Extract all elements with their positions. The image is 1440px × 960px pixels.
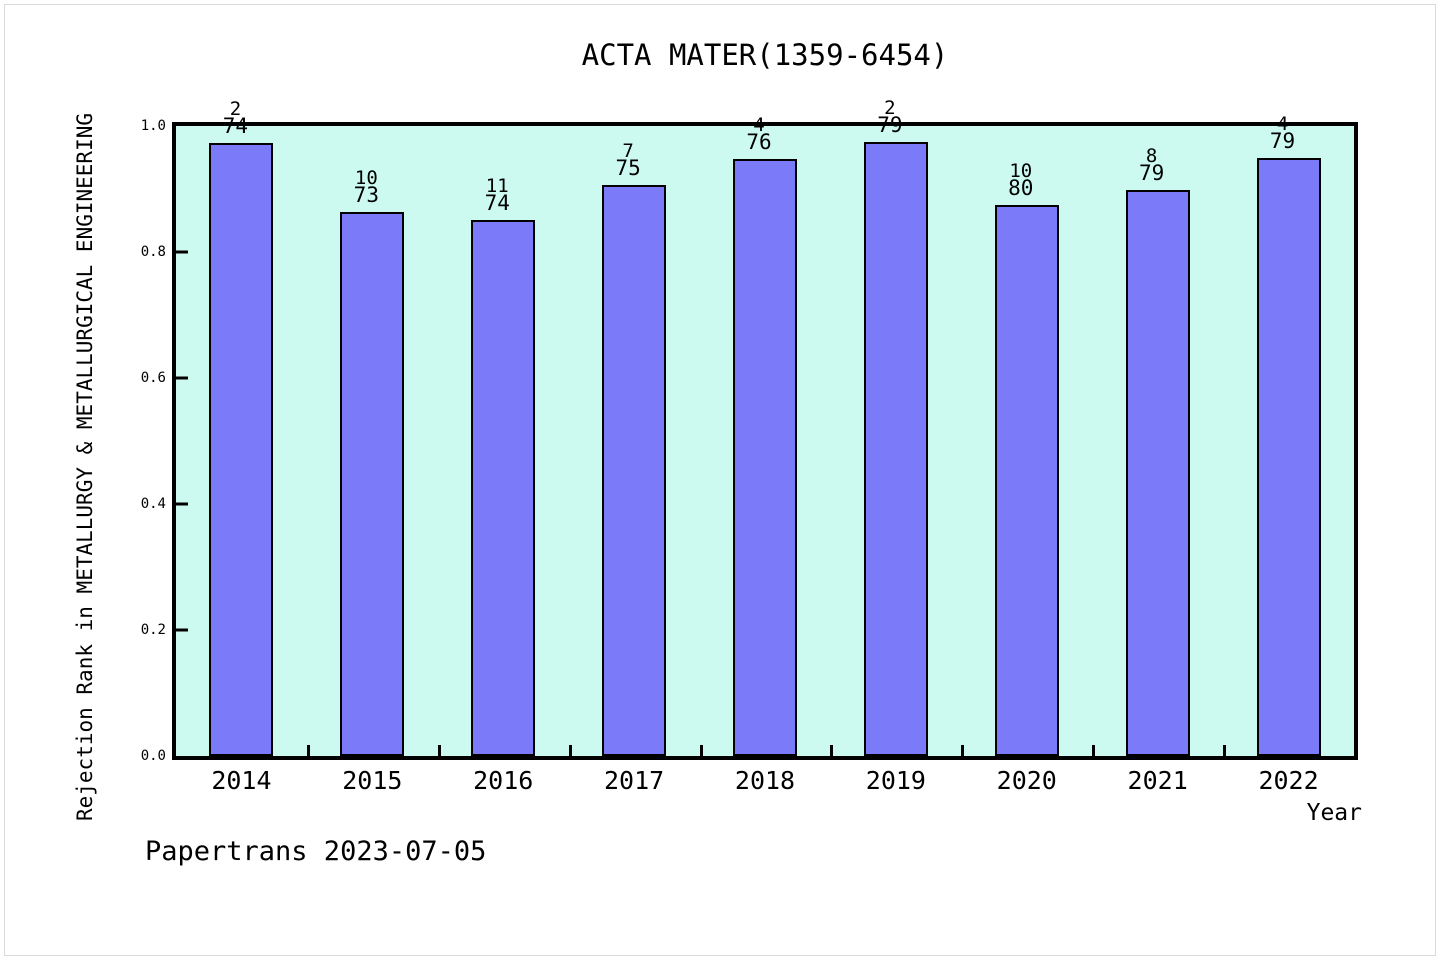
y-axis-tick-mark [176,628,188,632]
bar-value-label: 2 74 [200,98,270,138]
bar[interactable] [340,212,405,756]
bar-value-numerator: 4 [1276,113,1289,136]
plot-area [172,122,1358,760]
x-axis-tick-mark [699,745,703,756]
x-axis-tick-label: 2018 [734,766,796,795]
bar-value-label: 2 79 [855,96,925,137]
x-axis-title: Year [1306,800,1362,826]
bar-value-numerator: 10 [1009,159,1033,182]
bar[interactable] [863,141,928,756]
footer-note: Papertrans 2023-07-05 [145,836,487,867]
y-axis-tick-label: 0.6 [140,370,166,386]
x-axis-tick-label: 2017 [604,766,665,795]
bar-value-denominator: 73 [353,183,379,208]
y-axis-tick-group: 0.0 0.2 0.4 0.6 0.8 1.0 [108,118,166,764]
bar-value-denominator: 74 [222,114,249,138]
y-axis-tick-mark [176,502,188,506]
bar[interactable] [994,204,1059,756]
bar[interactable] [471,219,536,756]
bar-value-numerator: 10 [354,167,378,190]
y-axis-tick-label: 1.0 [140,118,166,134]
bar-value-denominator: 75 [615,155,641,180]
y-axis-tick-label: 0.4 [140,496,166,512]
bar-value-label: 8 79 [1117,144,1187,185]
y-axis-tick-label: 0.2 [140,622,166,638]
x-axis-tick-mark [437,745,441,756]
plot-inner [176,126,1354,756]
bar-value-denominator: 79 [1139,160,1165,185]
bar-value-denominator: 76 [746,130,772,155]
bar[interactable] [1256,158,1321,756]
x-axis-tick-label: 2019 [865,766,926,795]
bar-value-label: 10 80 [986,159,1056,200]
x-axis-tick-mark [1223,745,1227,756]
y-axis-tick-mark [176,250,188,254]
x-axis-tick-label: 2014 [211,766,272,795]
bar-value-label: 4 79 [1248,113,1318,154]
bar-value-denominator: 79 [877,112,903,137]
bar-value-numerator: 2 [229,98,242,120]
x-axis-tick-label: 2021 [1127,766,1188,795]
bar-value-numerator: 8 [1145,144,1158,167]
bar-value-numerator: 7 [622,139,634,162]
chart-title: ACTA MATER(1359-6454) [581,38,949,72]
bar-value-denominator: 80 [1008,175,1034,200]
x-axis-tick-label: 2022 [1258,766,1319,795]
x-axis-tick-label: 2020 [996,766,1057,795]
x-axis-tick-mark [568,745,572,756]
y-axis-title: Rejection Rank in METALLURGY & METALLURG… [73,113,97,822]
bar-value-denominator: 79 [1269,129,1296,154]
x-axis-tick-label: 2015 [342,766,403,795]
bar-value-label: 7 75 [593,139,663,180]
x-axis-tick-mark [1092,745,1096,756]
x-axis-tick-mark [830,745,834,756]
bar-value-label: 11 74 [462,174,532,215]
y-axis-tick-mark [176,376,188,380]
bar[interactable] [602,184,667,756]
x-axis-tick-mark [306,745,310,756]
bar-value-denominator: 74 [484,190,510,215]
bar[interactable] [1125,189,1190,756]
bar-value-numerator: 2 [884,96,896,119]
y-axis-tick-label: 0.0 [140,748,166,764]
x-axis-tick-mark [961,745,965,756]
bar[interactable] [209,143,274,756]
bar-value-numerator: 11 [485,174,509,197]
x-axis-tick-label: 2016 [473,766,534,795]
bar[interactable] [733,159,797,756]
bar-value-label: 10 73 [331,167,401,208]
y-axis-tick-label: 0.8 [140,244,166,260]
bar-value-numerator: 4 [753,114,765,137]
bar-value-label: 4 76 [724,114,794,155]
